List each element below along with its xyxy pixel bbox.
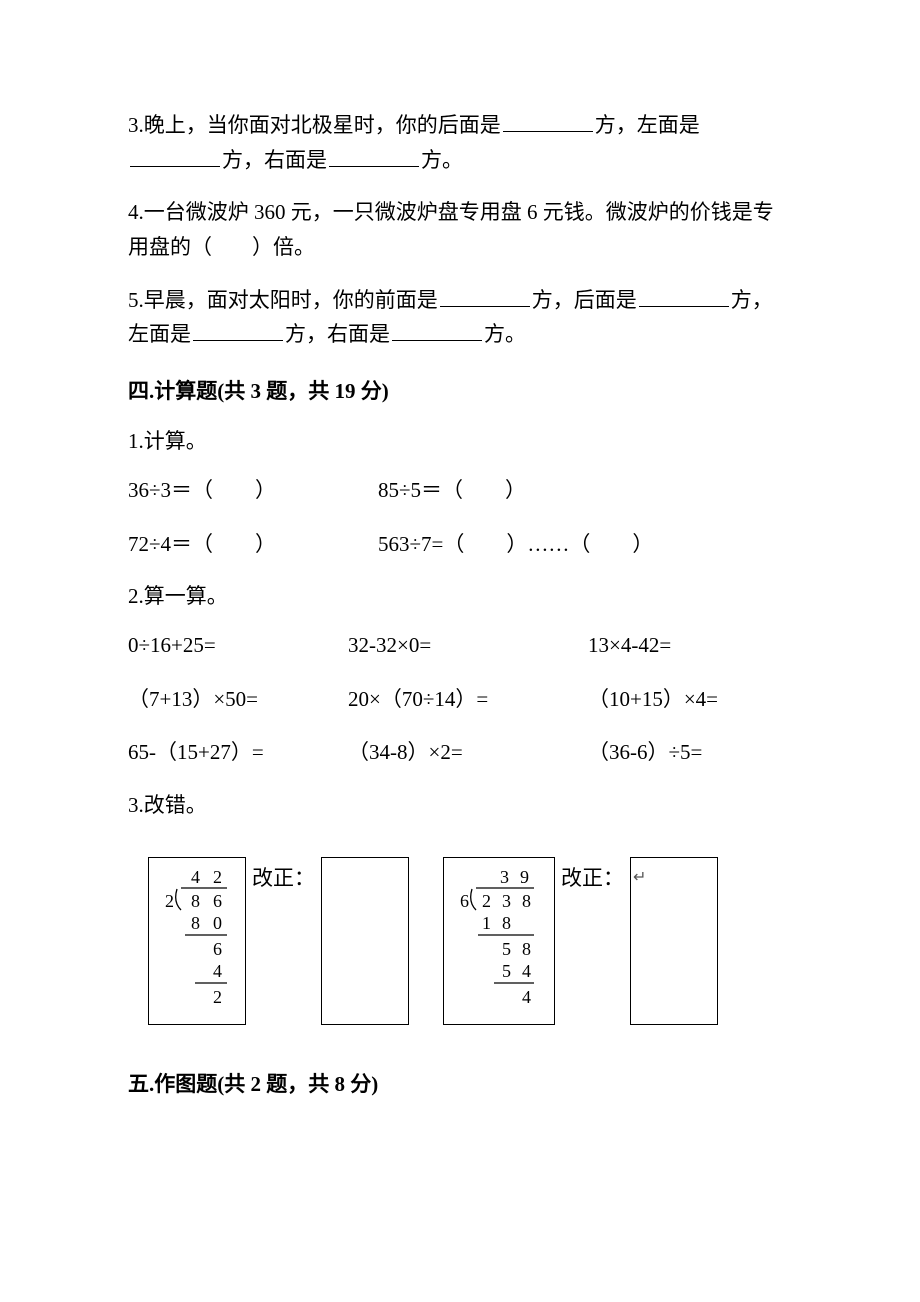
q4-text-a: 一台微波炉 360 元，一只微波炉盘专用盘 6 元钱。微波炉的价钱是专用盘的（ (128, 200, 774, 259)
s4q1-row-2: 72÷4＝（ ） 563÷7=（ ）……（ ） (128, 527, 790, 563)
svg-text:5: 5 (502, 939, 511, 959)
calc-expr: 72÷4＝（ ） (128, 527, 378, 563)
svg-text:1: 1 (482, 913, 491, 933)
question-3: 3.晚上，当你面对北极星时，你的后面是 方，左面是方，右面是 方。 (128, 108, 790, 177)
q3-pre: 晚上，当你面对北极星时，你的后面是 (144, 113, 501, 137)
calc-expr: （36-6）÷5= (588, 735, 702, 771)
svg-text:2: 2 (213, 987, 222, 1007)
calc-expr: （7+13）×50= (128, 682, 348, 718)
correction-box[interactable]: ↵ (630, 857, 718, 1025)
blank[interactable] (329, 146, 419, 167)
s4q2-row-1: 0÷16+25= 32-32×0= 13×4-42= (128, 628, 790, 664)
s4q2-row-3: 65-（15+27）= （34-8）×2= （36-6）÷5= (128, 735, 790, 771)
s4q2-label: 2.算一算。 (128, 580, 790, 614)
s4q3-lbl: 改错。 (144, 793, 207, 817)
s4q2-num: 2. (128, 584, 144, 608)
q5-mid3: 方，右面是 (285, 322, 390, 346)
svg-text:8: 8 (191, 891, 200, 911)
q5-num: 5. (128, 288, 144, 312)
q5-pre: 早晨，面对太阳时，你的前面是 (144, 288, 438, 312)
correct-label: 改正： (252, 863, 315, 895)
s4q2-row-2: （7+13）×50= 20×（70÷14）= （10+15）×4= (128, 682, 790, 718)
svg-text:8: 8 (502, 913, 511, 933)
question-5: 5.早晨，面对太阳时，你的前面是方，后面是方，左面是方，右面是方。 (128, 283, 790, 352)
blank[interactable] (130, 146, 220, 167)
q3-mid2: 方，右面是 (222, 148, 327, 172)
calc-expr: 20×（70÷14）= (348, 682, 588, 718)
calc-expr: 36÷3＝（ ） (128, 473, 378, 509)
svg-text:6: 6 (460, 891, 469, 911)
question-4: 4.一台微波炉 360 元，一只微波炉盘专用盘 6 元钱。微波炉的价钱是专用盘的… (128, 195, 790, 264)
svg-text:4: 4 (191, 867, 200, 887)
calc-expr: 65-（15+27）= (128, 735, 348, 771)
svg-text:2: 2 (213, 867, 222, 887)
long-division-svg: 4 2 2 8 6 8 0 6 4 2 (159, 867, 235, 1017)
s4q1-label: 1.计算。 (128, 425, 790, 459)
blank[interactable] (193, 320, 283, 341)
s4q1-num: 1. (128, 429, 144, 453)
calc-expr: 563÷7=（ ）……（ ） (378, 527, 653, 563)
q4-text-b: ）倍。 (252, 235, 315, 259)
correct-label: 改正： (561, 863, 624, 895)
q5-end: 方。 (484, 322, 526, 346)
ld-pair-1: 4 2 2 8 6 8 0 6 4 2 改正： (148, 857, 409, 1025)
svg-text:3: 3 (500, 867, 509, 887)
correction-box[interactable] (321, 857, 409, 1025)
svg-text:3: 3 (502, 891, 511, 911)
q3-mid1: 方，左面是 (595, 113, 700, 137)
cursor-icon: ↵ (633, 866, 717, 890)
s4q2-lbl: 算一算。 (144, 584, 228, 608)
section-4-header: 四.计算题(共 3 题，共 19 分) (128, 376, 790, 408)
q3-num: 3. (128, 113, 144, 137)
blank[interactable] (440, 286, 530, 307)
svg-text:2: 2 (165, 891, 174, 911)
ld-pair-2: 3 9 6 2 3 8 1 8 5 8 5 4 4 (443, 857, 718, 1025)
q5-mid1: 方，后面是 (532, 288, 637, 312)
s4q3-label: 3.改错。 (128, 789, 790, 823)
ld-problem-1: 4 2 2 8 6 8 0 6 4 2 (148, 857, 246, 1025)
svg-text:0: 0 (213, 913, 222, 933)
svg-text:8: 8 (522, 939, 531, 959)
calc-expr: （10+15）×4= (588, 682, 718, 718)
blank[interactable] (392, 320, 482, 341)
svg-text:4: 4 (213, 961, 222, 981)
calc-expr: 13×4-42= (588, 628, 671, 664)
svg-text:4: 4 (522, 961, 531, 981)
calc-expr: 85÷5＝（ ） (378, 473, 526, 509)
section-5-header: 五.作图题(共 2 题，共 8 分) (128, 1069, 790, 1101)
svg-text:5: 5 (502, 961, 511, 981)
q3-end: 方。 (421, 148, 463, 172)
blank[interactable] (503, 111, 593, 132)
calc-expr: 0÷16+25= (128, 628, 348, 664)
svg-text:9: 9 (520, 867, 529, 887)
s4q3-num: 3. (128, 793, 144, 817)
s4q1-lbl: 计算。 (144, 429, 207, 453)
q4-num: 4. (128, 200, 144, 224)
svg-text:4: 4 (522, 987, 531, 1007)
ld-problem-2: 3 9 6 2 3 8 1 8 5 8 5 4 4 (443, 857, 555, 1025)
svg-text:6: 6 (213, 939, 222, 959)
calc-expr: （34-8）×2= (348, 735, 588, 771)
svg-text:2: 2 (482, 891, 491, 911)
svg-text:8: 8 (191, 913, 200, 933)
long-division-row: 4 2 2 8 6 8 0 6 4 2 改正： (148, 857, 790, 1025)
s4q1-row-1: 36÷3＝（ ） 85÷5＝（ ） (128, 473, 790, 509)
calc-expr: 32-32×0= (348, 628, 588, 664)
svg-text:6: 6 (213, 891, 222, 911)
blank[interactable] (639, 286, 729, 307)
long-division-svg: 3 9 6 2 3 8 1 8 5 8 5 4 4 (454, 867, 544, 1017)
svg-text:8: 8 (522, 891, 531, 911)
